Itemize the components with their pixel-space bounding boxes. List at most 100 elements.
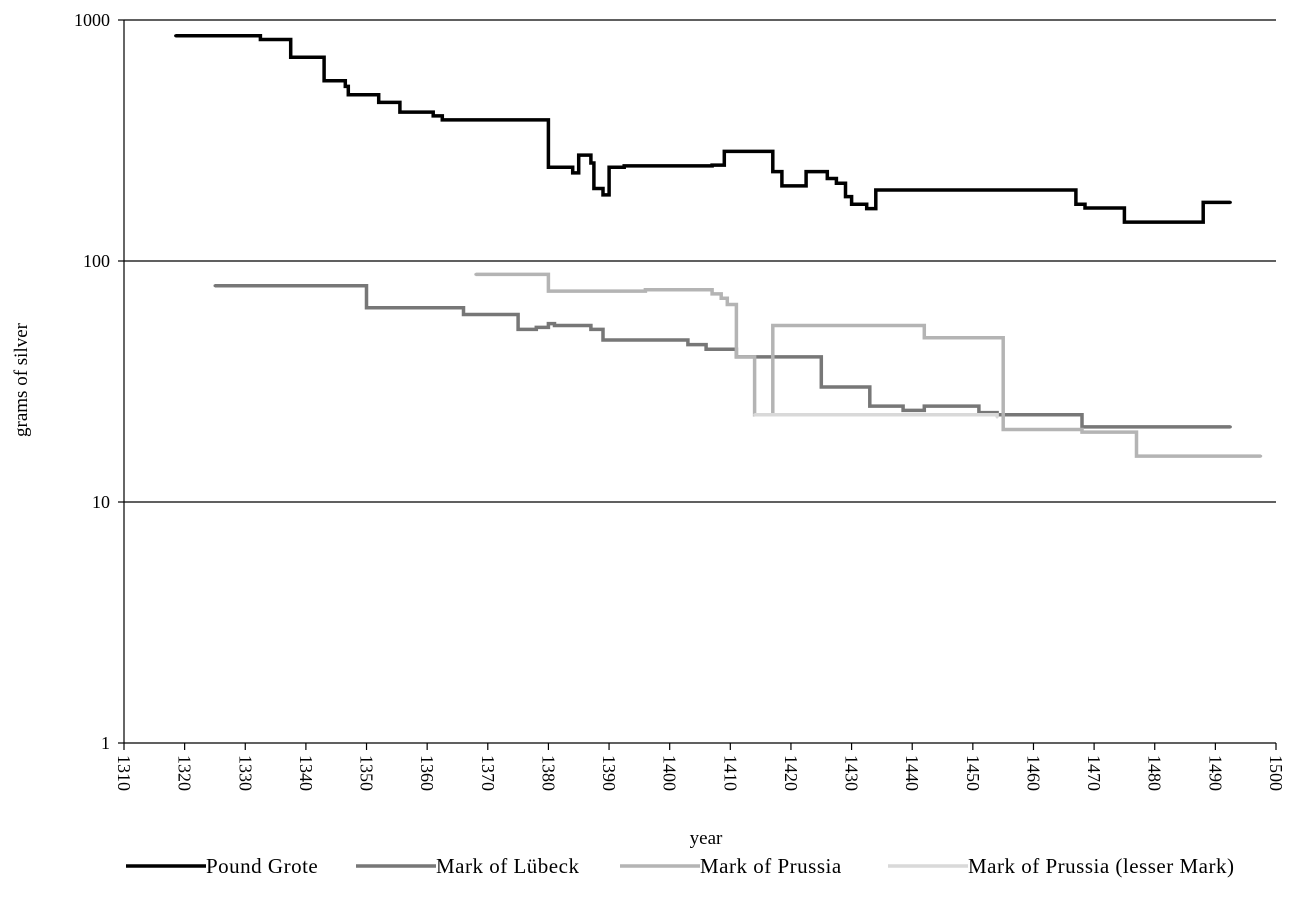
x-tick-label: 1320: [175, 755, 195, 791]
x-tick-label: 1420: [781, 755, 801, 791]
y-tick-label: 100: [83, 251, 110, 271]
data-point: [431, 114, 435, 118]
x-tick-label: 1490: [1205, 755, 1225, 791]
x-tick-label: 1470: [1084, 755, 1104, 791]
legend-label-pound-grote: Pound Grote: [206, 854, 318, 878]
data-point: [819, 385, 823, 389]
x-tick-label: 1370: [478, 755, 498, 791]
x-tick-label: 1340: [296, 755, 316, 791]
data-point: [1074, 202, 1078, 206]
data-point: [1201, 201, 1205, 204]
data-point: [619, 289, 623, 293]
gridlines: [124, 19, 1276, 503]
data-point: [804, 170, 808, 174]
data-point: [601, 193, 605, 197]
x-tick-label: 1410: [720, 755, 740, 791]
data-point: [901, 409, 905, 412]
data-point: [868, 404, 872, 408]
y-axis-title: grams of silver: [11, 322, 32, 437]
data-point: [1229, 201, 1232, 204]
data-point: [322, 79, 326, 83]
legend-label-mark-of-prussia: Mark of Prussia: [700, 854, 842, 878]
x-tick-label: 1380: [538, 755, 558, 791]
x-tick-label: 1430: [842, 755, 862, 791]
data-point: [865, 207, 869, 211]
data-point: [440, 118, 444, 122]
data-point: [547, 322, 550, 325]
data-point: [343, 85, 347, 88]
data-point: [1135, 454, 1138, 458]
data-point: [534, 326, 538, 329]
data-point: [644, 288, 647, 292]
data-point: [174, 34, 177, 38]
x-tick-label: 1460: [1023, 755, 1043, 791]
data-point: [601, 338, 605, 342]
data-point: [710, 292, 714, 296]
series-line-pound-grote: [175, 34, 1231, 224]
series-lines: [174, 34, 1263, 458]
legend: Pound Grote Mark of Lübeck Mark of Prussia…: [126, 854, 1234, 878]
data-point: [474, 273, 478, 276]
y-tick-label: 1: [101, 733, 110, 753]
data-point: [1080, 425, 1084, 429]
x-tick-label: 1350: [357, 755, 377, 791]
x-tick-label: 1400: [660, 755, 680, 791]
data-point: [259, 38, 262, 41]
x-tick-label: 1480: [1145, 755, 1165, 791]
data-point: [780, 184, 784, 188]
data-point: [844, 195, 847, 199]
data-point: [850, 202, 853, 206]
x-tick-label: 1440: [902, 755, 922, 791]
data-point: [365, 306, 368, 310]
data-point: [1001, 428, 1005, 431]
data-point: [516, 328, 520, 331]
y-tick-label: 10: [92, 492, 110, 512]
series-line-mark-of-prussia: [475, 272, 1261, 458]
data-point: [553, 324, 556, 327]
data-point: [722, 150, 726, 153]
x-tick-label: 1310: [114, 755, 134, 791]
data-point: [547, 289, 550, 293]
x-tick-label: 1500: [1266, 755, 1286, 791]
data-point: [874, 188, 878, 192]
axes: [118, 19, 1277, 750]
data-point: [686, 343, 690, 346]
y-tick-labels: 1 10 100 1000: [74, 10, 110, 753]
x-tick-label: 1390: [599, 755, 619, 791]
data-point: [719, 296, 723, 300]
data-point: [592, 187, 596, 190]
x-tick-label: 1330: [235, 755, 255, 791]
data-point: [589, 328, 593, 331]
data-point: [1080, 430, 1084, 434]
data-point: [577, 153, 581, 157]
data-point: [462, 313, 465, 316]
data-point: [607, 165, 611, 169]
data-point: [995, 415, 999, 419]
data-point: [398, 110, 402, 114]
data-point: [571, 171, 575, 175]
data-point: [710, 163, 714, 167]
x-tick-labels: 1310 1320 1330 1340 1350 1360 1370 1380 1390 1400…: [114, 755, 1286, 791]
data-point: [346, 93, 350, 97]
data-point: [1229, 425, 1232, 429]
data-point: [771, 170, 775, 174]
legend-label-mark-of-l-beck: Mark of Lübeck: [436, 854, 579, 878]
series-line-mark-of-l-beck: [214, 283, 1231, 429]
series-line-mark-of-prussia-lesser-mark: [754, 413, 999, 418]
data-point: [589, 161, 593, 165]
y-tick-label: 1000: [74, 10, 110, 30]
data-point: [835, 181, 838, 185]
data-point: [1083, 206, 1087, 210]
data-point: [771, 324, 775, 327]
data-point: [753, 413, 756, 417]
legend-label-mark-of-prussia-lesser-mark: Mark of Prussia (lesser Mark): [968, 854, 1234, 878]
data-point: [725, 303, 729, 306]
data-point: [377, 101, 381, 104]
x-tick-label: 1360: [417, 755, 437, 791]
data-point: [735, 355, 738, 359]
data-point: [922, 404, 926, 408]
data-point: [1123, 220, 1126, 224]
data-point: [213, 284, 217, 288]
x-axis-title: year: [690, 828, 723, 849]
